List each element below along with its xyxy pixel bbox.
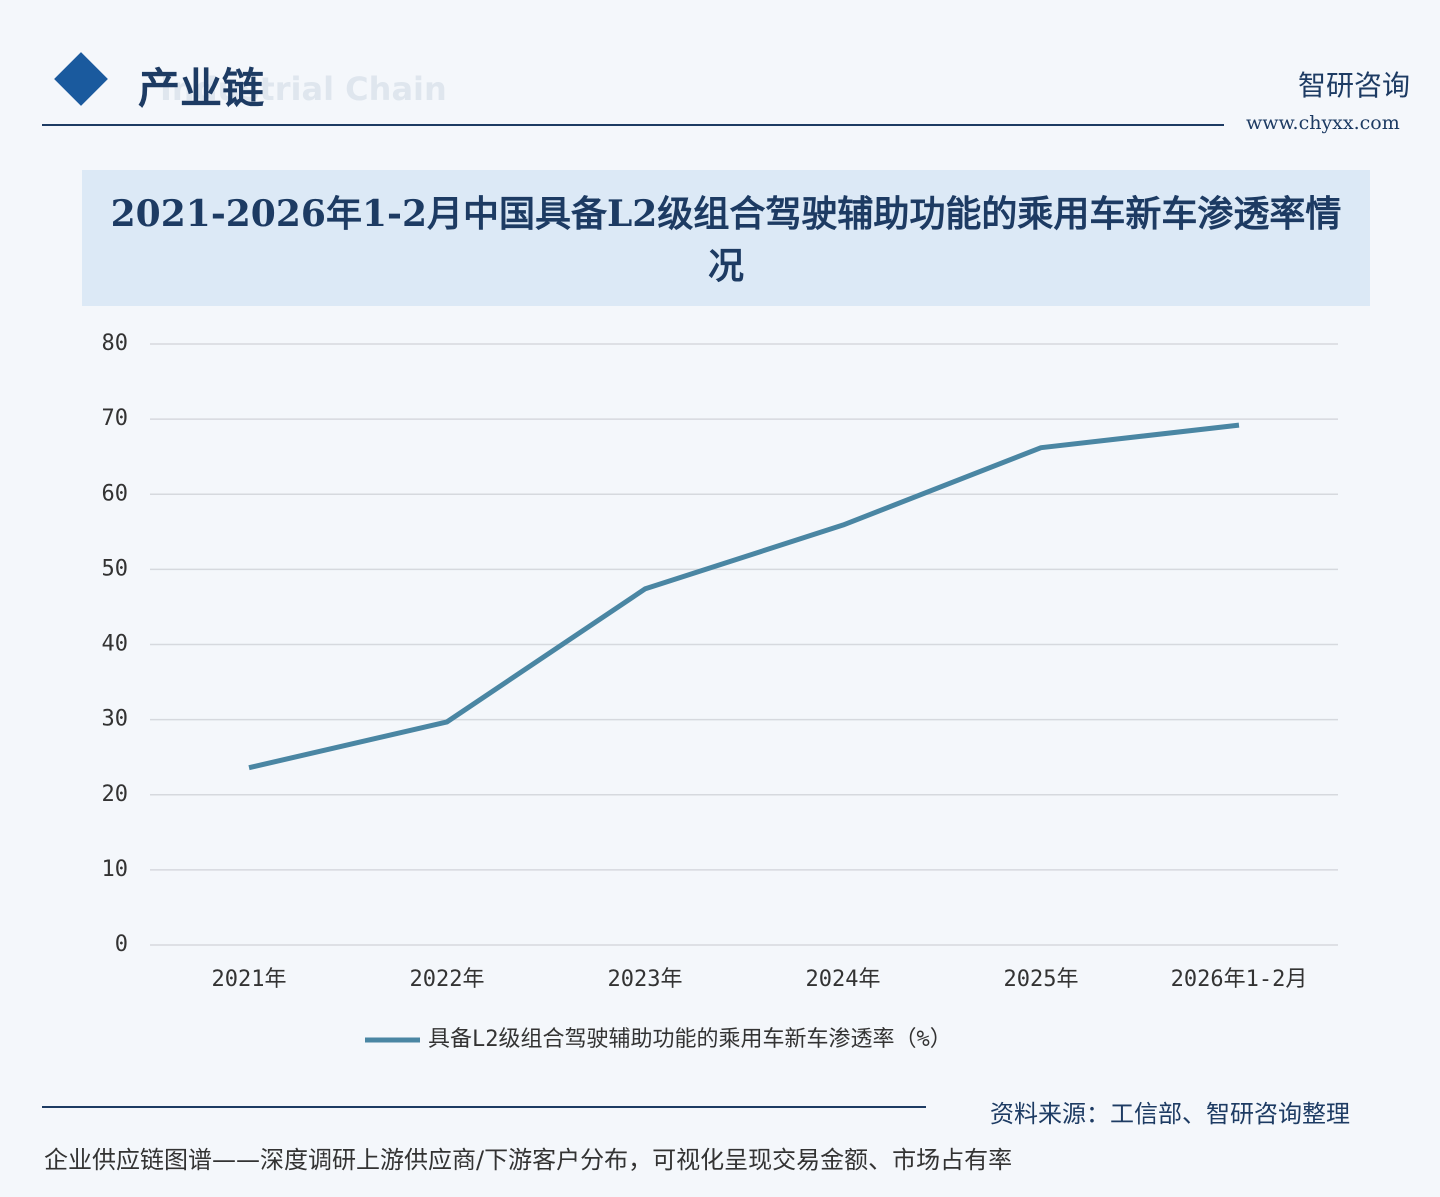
section-title: 产业链 <box>138 64 265 113</box>
y-tick-label: 50 <box>102 556 129 581</box>
brand: 智研咨询 <box>1298 69 1411 102</box>
y-tick-label: 0 <box>115 932 128 957</box>
title-box <box>82 170 1370 306</box>
y-tick-label: 20 <box>102 782 129 807</box>
y-tick-label: 60 <box>102 481 129 506</box>
header-rule <box>42 124 1224 126</box>
legend-label: 具备L2级组合驾驶辅助功能的乘用车新车渗透率（%） <box>428 1027 952 1052</box>
y-tick-label: 10 <box>102 857 129 882</box>
y-tick-label: 40 <box>102 632 129 657</box>
bottom-rule <box>42 1106 926 1108</box>
source: 资料来源：工信部、智研咨询整理 <box>990 1100 1350 1128</box>
y-tick-label: 30 <box>102 707 129 732</box>
x-tick-label: 2024年 <box>806 967 881 992</box>
section-en: Industrial Chain <box>160 70 447 108</box>
chart-title: 2021-2026年1-2月中国具备L2级组合驾驶辅助功能的乘用车新车渗透率情况 <box>110 193 1342 287</box>
x-tick-label: 2023年 <box>608 967 683 992</box>
x-tick-label: 2021年 <box>212 967 287 992</box>
y-tick-label: 70 <box>102 406 129 431</box>
x-tick-label: 2022年 <box>410 967 485 992</box>
x-tick-label: 2025年 <box>1004 967 1079 992</box>
footer: 企业供应链图谱——深度调研上游供应商/下游客户分布，可视化呈现交易金额、市场占有… <box>44 1146 1013 1174</box>
data-line <box>248 422 1240 771</box>
y-tick-label: 80 <box>102 331 129 356</box>
brand-site: www.chyxx.com <box>1246 112 1400 134</box>
x-tick-label: 2026年1-2月 <box>1171 967 1308 992</box>
